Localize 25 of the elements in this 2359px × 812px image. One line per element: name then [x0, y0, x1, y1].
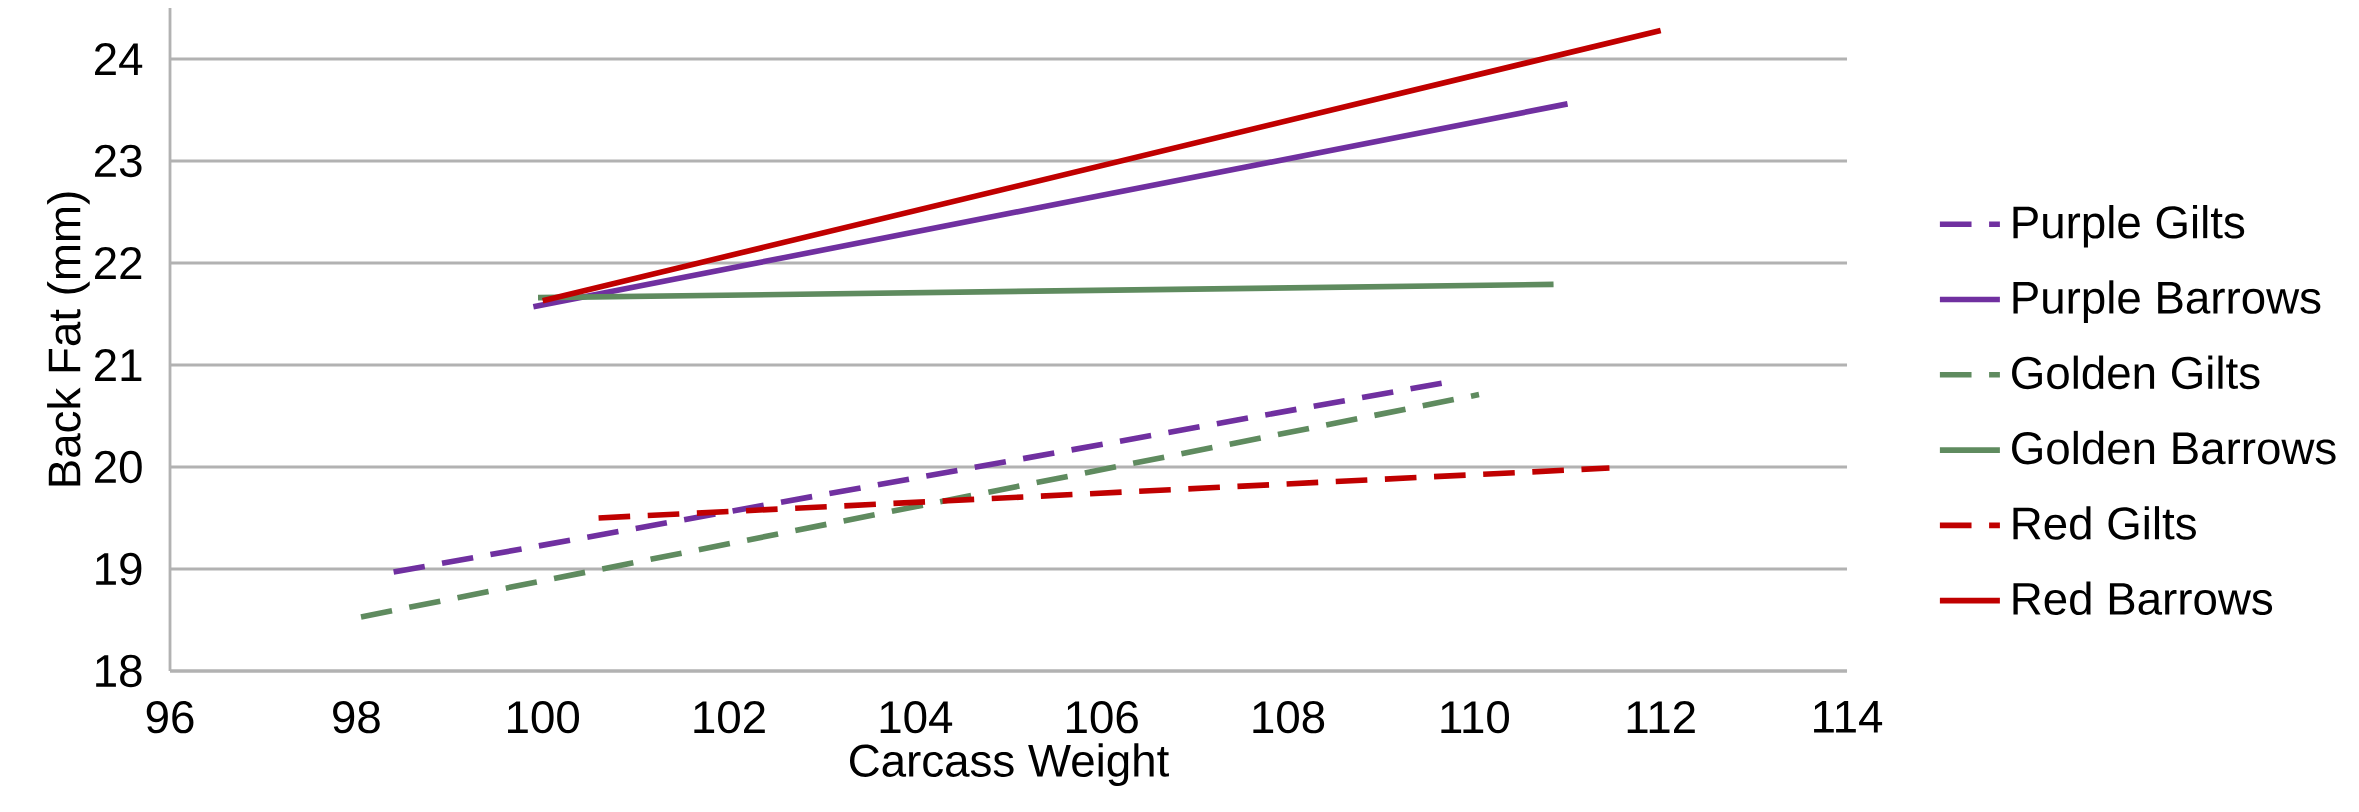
y-tick-label: 22	[95, 247, 142, 279]
y-axis-title: Back Fat (mm)	[47, 192, 90, 486]
x-tick-label: 110	[1441, 700, 1509, 734]
x-tick-label: 108	[1253, 700, 1325, 734]
x-tick-label: 98	[333, 700, 380, 734]
y-tick-label: 23	[95, 144, 142, 178]
x-axis-title: Carcass Weight	[850, 743, 1169, 786]
x-tick-label: 104	[880, 700, 953, 734]
x-tick-label: 114	[1814, 700, 1883, 733]
legend-label: Red Barrows	[2013, 581, 2273, 615]
x-tick-label: 112	[1627, 700, 1695, 733]
y-tick-label: 21	[95, 349, 142, 381]
x-tick-label: 102	[694, 700, 765, 734]
y-tick-label: 19	[96, 552, 142, 586]
legend-label: Purple Gilts	[2013, 205, 2245, 248]
x-tick-label: 100	[508, 700, 580, 734]
x-tick-label: 106	[1067, 700, 1138, 734]
legend-label: Red Gilts	[2013, 506, 2196, 540]
x-tick-label: 96	[146, 700, 194, 734]
legend-label: Purple Barrows	[2013, 280, 2321, 323]
y-tick-label: 18	[96, 654, 142, 688]
legend-label: Golden Barrows	[2012, 430, 2336, 465]
y-tick-label: 24	[95, 43, 143, 75]
y-tick-label: 20	[95, 450, 142, 484]
legend-label: Golden Gilts	[2012, 355, 2260, 390]
